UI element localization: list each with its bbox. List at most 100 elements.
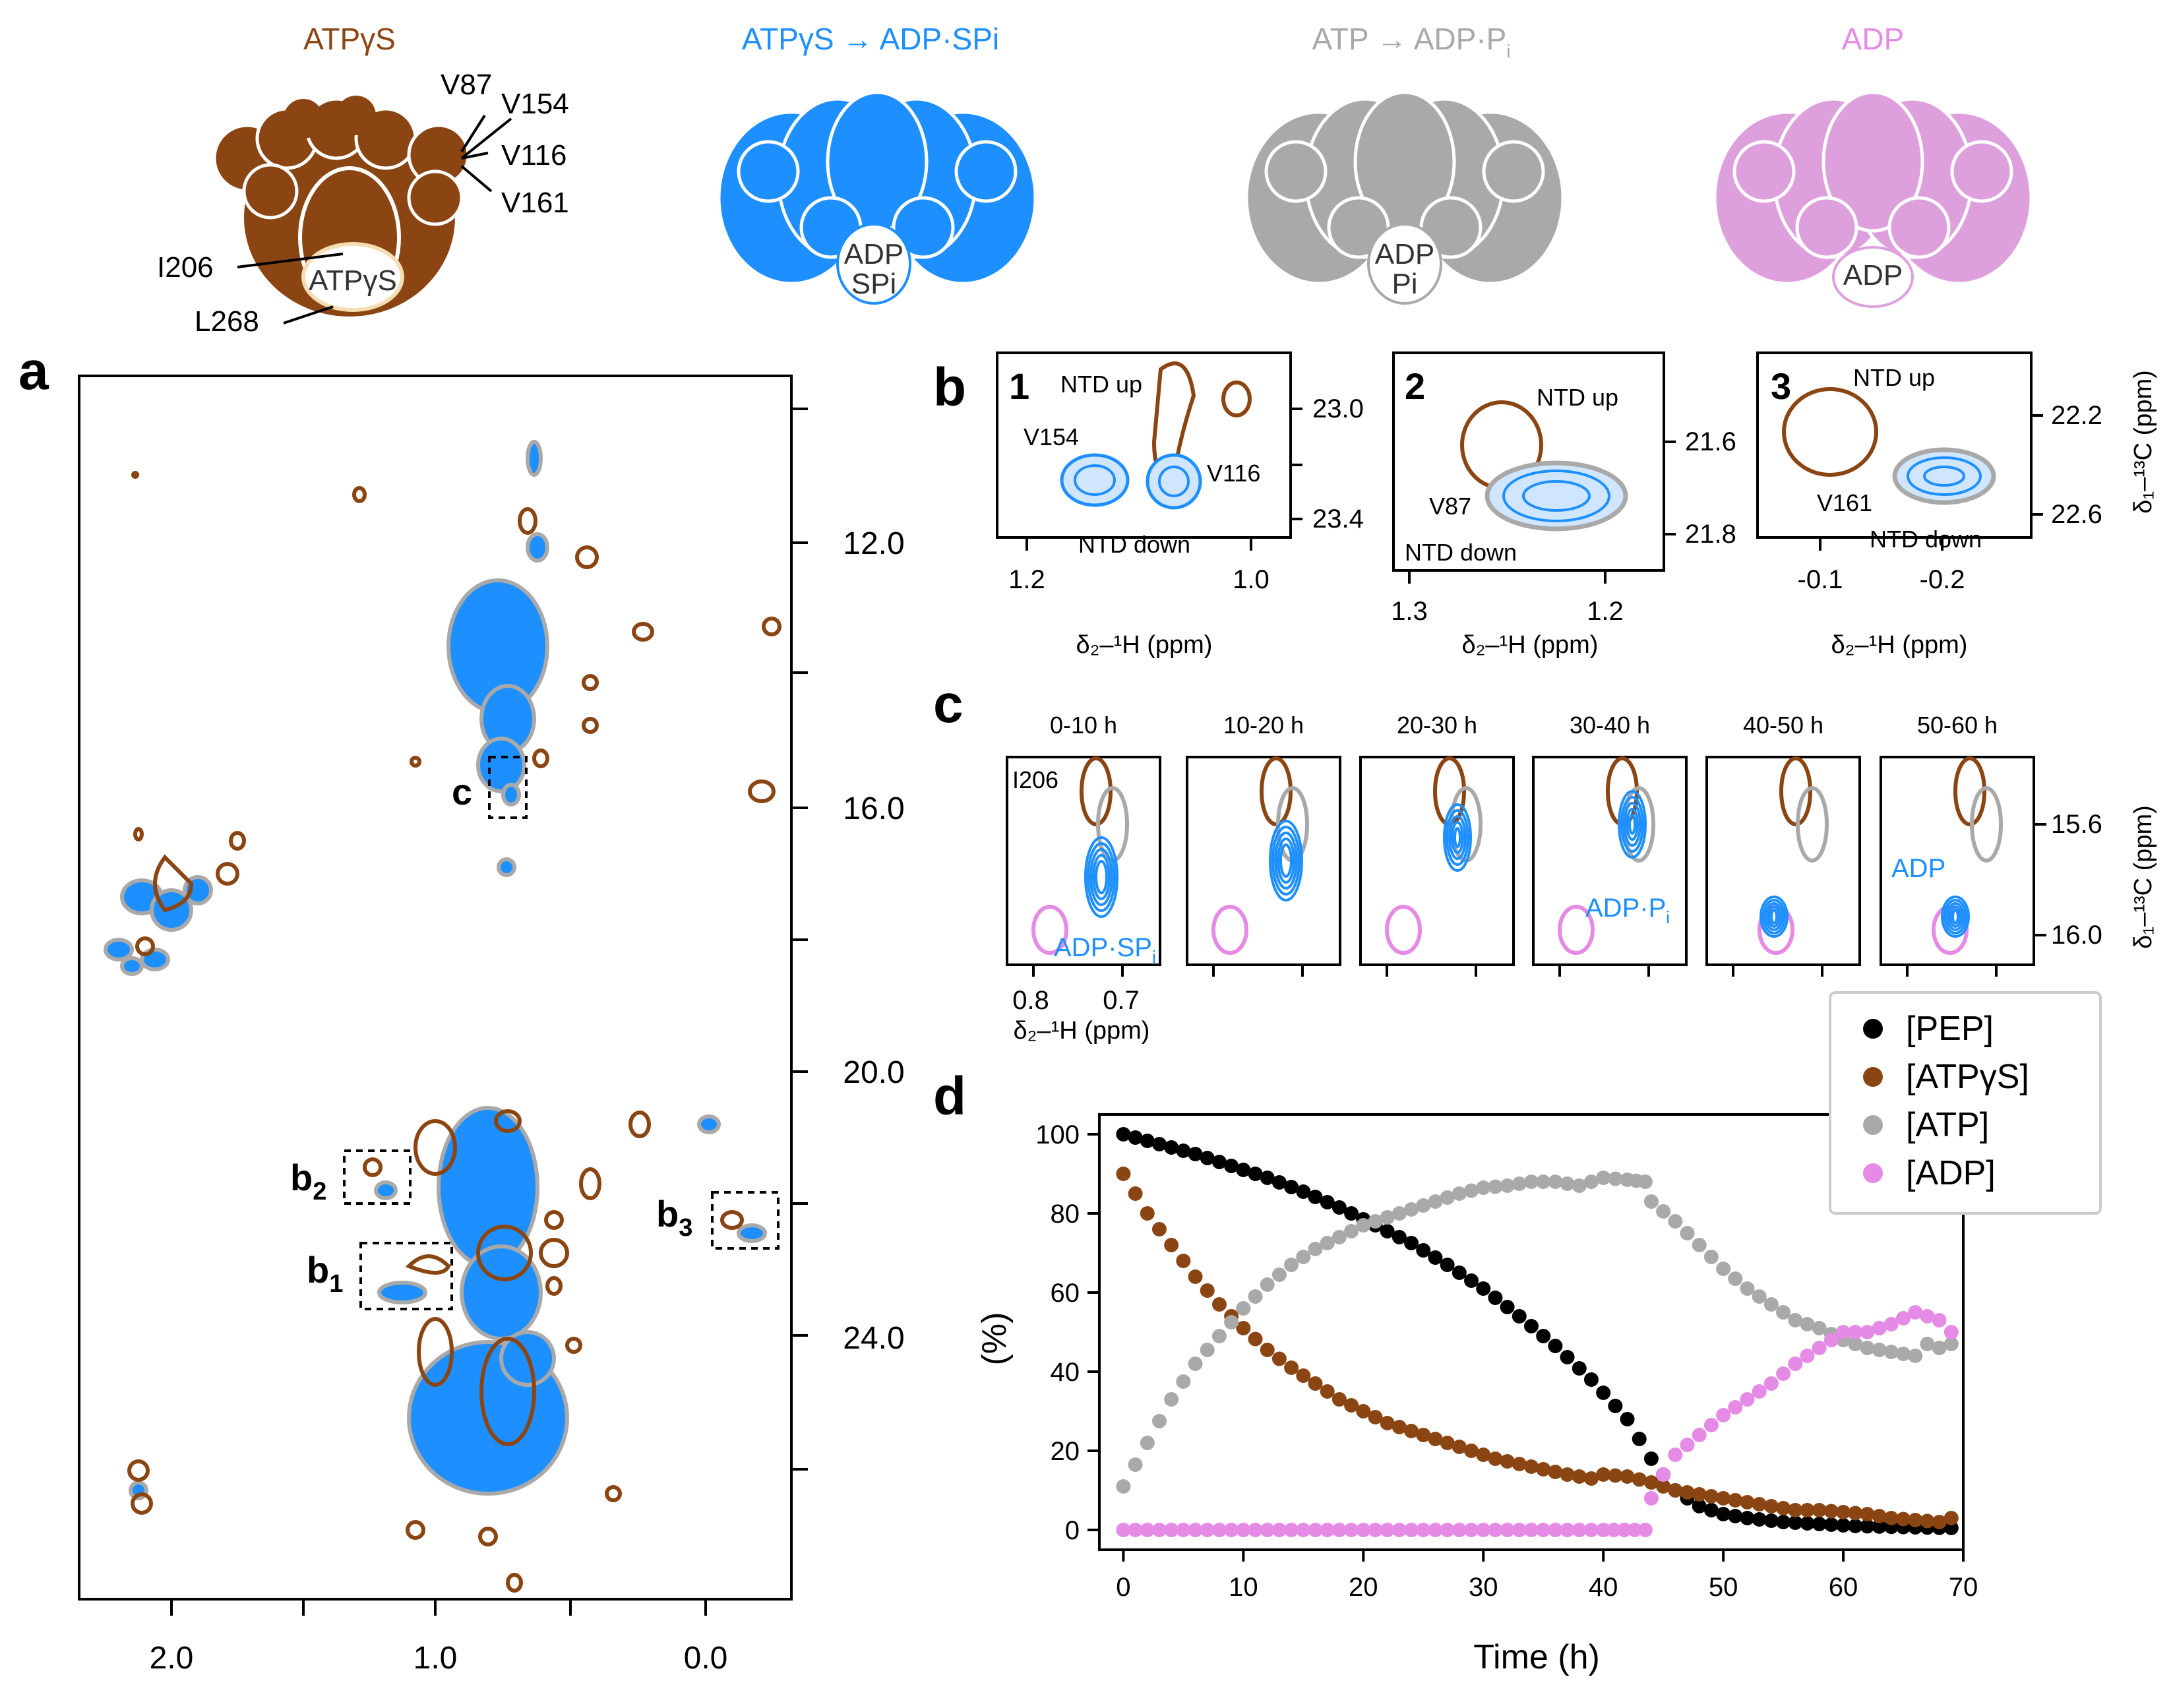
data-point (1763, 1513, 1779, 1528)
data-point (1668, 1483, 1683, 1498)
data-point (1812, 1321, 1827, 1335)
data-point (1260, 1343, 1275, 1357)
data-point (1200, 1151, 1215, 1165)
data-point (1524, 1319, 1539, 1333)
data-point (1512, 1309, 1527, 1324)
data-point (1368, 1410, 1383, 1424)
data-point (1617, 1523, 1632, 1537)
data-point (1271, 1267, 1287, 1282)
legend-label: [ATPγS] (1906, 1058, 2029, 1096)
data-point (1392, 1230, 1407, 1244)
series-atps (1116, 1167, 1959, 1529)
time-window-label: 50-60 h (1917, 712, 1998, 739)
data-point (1896, 1511, 1911, 1527)
time-window-1: 0-10 h (1006, 712, 1161, 977)
data-point (1476, 1448, 1491, 1462)
adp-pi-label: ADP·Pi (1585, 894, 1670, 927)
data-point (1668, 1214, 1683, 1229)
data-point (1248, 1289, 1263, 1304)
data-point (1296, 1250, 1311, 1264)
data-point (1200, 1343, 1215, 1357)
panel-a: a 2.0 1.0 0.0 12.0 16.0 20.0 24.0 (18, 341, 905, 1676)
legend-marker-atp (1863, 1115, 1883, 1135)
data-point (1380, 1210, 1395, 1225)
data-point (1151, 1414, 1167, 1428)
y-tick-label: 23.0 (1312, 394, 1364, 423)
data-point (1176, 1144, 1191, 1158)
x-tick-label: 0 (1116, 1573, 1130, 1602)
data-point (1608, 1171, 1623, 1186)
x-tick-label: 10 (1229, 1573, 1258, 1602)
data-point (1392, 1206, 1407, 1221)
ntd-up-label: NTD up (1537, 384, 1618, 411)
data-point (1536, 1329, 1551, 1343)
data-point (1452, 1186, 1467, 1201)
x-tick-label: 0.8 (1012, 986, 1049, 1015)
data-point (1943, 1325, 1959, 1339)
data-point (1284, 1258, 1299, 1272)
data-point (1620, 1412, 1635, 1426)
data-point (1236, 1321, 1251, 1335)
residue-label-v87: V87 (441, 69, 492, 101)
data-point (1572, 1523, 1587, 1537)
panel-letter-c: c (933, 674, 964, 734)
data-point (1596, 1467, 1611, 1482)
data-point (1320, 1195, 1335, 1209)
y-tick-label: 12.0 (843, 526, 904, 561)
data-point (1416, 1243, 1431, 1258)
data-point (1392, 1420, 1407, 1434)
data-point (1728, 1493, 1743, 1508)
legend-marker-pep (1863, 1019, 1883, 1039)
y-tick-label: 16.0 (843, 791, 904, 826)
data-point (1560, 1176, 1575, 1191)
data-point (1488, 1523, 1503, 1537)
panel-letter-b: b (933, 357, 966, 417)
subpanel-number: 1 (1009, 365, 1029, 407)
data-point (1200, 1283, 1215, 1298)
data-point (1637, 1174, 1653, 1189)
time-window-4: 30-40 h (1532, 712, 1688, 977)
data-point (1380, 1416, 1395, 1430)
time-window-2: 10-20 h (1186, 712, 1341, 977)
data-point (1151, 1222, 1167, 1236)
data-point (1271, 1351, 1287, 1366)
data-point (1356, 1404, 1371, 1418)
data-point (1404, 1202, 1419, 1217)
x-tick-label: 1.0 (413, 1641, 458, 1676)
data-point (1116, 1127, 1131, 1142)
data-point (1176, 1374, 1191, 1389)
x-tick-label: 40 (1589, 1573, 1618, 1602)
data-point (1464, 1523, 1479, 1537)
box-label-c: c (452, 771, 472, 812)
data-point (1656, 1479, 1671, 1494)
data-point (1848, 1337, 1863, 1351)
residue-callouts (237, 114, 512, 324)
data-point (1296, 1184, 1311, 1199)
time-window-label: 30-40 h (1570, 712, 1650, 739)
state-title-adp: ADP (1842, 22, 1905, 56)
data-point (1164, 1523, 1179, 1537)
residue-label: I206 (1012, 766, 1058, 793)
data-point (1236, 1301, 1251, 1316)
x-tick-label: -0.2 (1920, 565, 1965, 594)
data-point (1452, 1440, 1467, 1454)
axes: 0 10 20 30 40 50 60 70 0 20 40 60 80 100 (1035, 1120, 1978, 1602)
ntd-down-label: NTD down (1870, 526, 1982, 553)
x-tick-label: 1.0 (1233, 565, 1270, 594)
data-point (1800, 1503, 1815, 1517)
data-point (1488, 1179, 1503, 1194)
legend-label: [ATP] (1906, 1106, 1989, 1144)
data-point (1284, 1360, 1299, 1375)
box-label-b1: b1 (307, 1249, 343, 1298)
data-point (1128, 1523, 1143, 1537)
data-point (1128, 1186, 1143, 1201)
data-point (1872, 1509, 1887, 1523)
data-point (1763, 1297, 1779, 1312)
data-point (1872, 1321, 1887, 1335)
panel-b1: 1 NTD up V154 V116 NTD down 1.2 1.0 23.0… (996, 351, 1364, 659)
data-point (1500, 1300, 1515, 1314)
data-point (1632, 1432, 1647, 1446)
time-window-3: 20-30 h (1359, 712, 1515, 977)
data-point (1248, 1523, 1263, 1537)
data-point (1464, 1444, 1479, 1458)
